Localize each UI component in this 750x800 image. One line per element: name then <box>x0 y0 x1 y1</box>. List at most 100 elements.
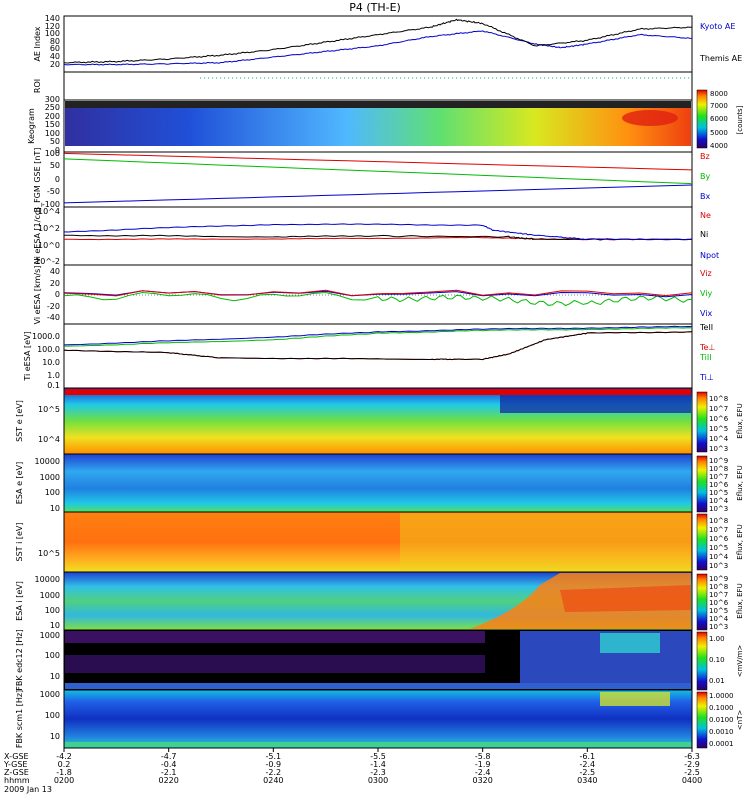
velocity-panel: Vi eESA [km/s] 40 20 0 -20 -40 Viz Viy V… <box>33 264 713 325</box>
velocity-ylabel: Vi eESA [km/s] <box>33 266 42 325</box>
time-axis-value: -2.3 <box>370 768 386 777</box>
bfgm-ytick: -50 <box>47 187 60 196</box>
sst-e-ylabel: SST e [eV] <box>15 400 24 442</box>
time-axis-value: -5.8 <box>475 752 491 761</box>
esa-i-panel: ESA i [eV] 10000 1000 100 10 10^9 10^8 1… <box>15 571 744 631</box>
esa-i-cbar-tick: 10^6 <box>709 599 729 607</box>
esa-i-ylabel: ESA i [eV] <box>15 581 24 621</box>
time-axis-value: -2.4 <box>580 760 596 769</box>
legend-npot: Npot <box>700 251 719 260</box>
keogram-cbar-tick: 8000 <box>710 90 728 98</box>
temperature-panel: Ti eESA [eV] 1000.0 100.0 10.0 1.0 0.1 T… <box>23 323 715 390</box>
legend-kyoto-ae: Kyoto AE <box>700 22 735 31</box>
fbk-b-ytick: 1000 <box>40 690 60 699</box>
density-ytick: 10^-2 <box>35 257 60 266</box>
legend-themis-ae: Themis AE <box>699 54 742 63</box>
sst-e-cbar-tick: 10^5 <box>709 425 728 433</box>
keogram-bottom-band <box>65 146 691 151</box>
keogram-cbar-tick: 7000 <box>710 102 728 110</box>
velocity-viy-line <box>63 291 693 307</box>
roi-panel: ROI <box>33 71 693 101</box>
fbk-b-cbar-tick: 0.0001 <box>709 740 734 748</box>
keogram-ytick: 0 <box>55 146 60 155</box>
sst-e-cbar-tick: 10^8 <box>709 395 728 403</box>
fbk-b-cbar-tick: 0.0100 <box>709 716 734 724</box>
sst-i-cbar-tick: 10^5 <box>709 544 728 552</box>
fbk-b-cbar-label: <nT> <box>736 710 744 731</box>
temperature-ytick: 0.1 <box>47 381 60 390</box>
esa-i-cbar-tick: 10^4 <box>709 615 729 623</box>
roi-frame <box>63 71 693 101</box>
ae-ytick: 80 <box>50 37 60 46</box>
esa-e-cbar-tick: 10^6 <box>709 481 729 489</box>
time-axis-value: -2.5 <box>684 768 700 777</box>
time-axis-value: -2.2 <box>266 768 282 777</box>
keogram-panel: Keogram 0 50 100 150 200 250 300 4000 50… <box>27 89 744 155</box>
time-axis-value: 0240 <box>263 776 283 785</box>
time-axis-value: 0400 <box>682 776 702 785</box>
fbk-b-ylabel: FBK scm1 [Hz] <box>15 690 24 748</box>
fbk-e-purple-band <box>65 631 485 643</box>
ae-ytick: 20 <box>50 60 60 69</box>
keogram-ytick: 150 <box>45 120 60 129</box>
sst-i-ylabel: SST i [eV] <box>15 523 24 562</box>
bfgm-by-line <box>63 158 693 185</box>
time-axis-value: 0300 <box>368 776 388 785</box>
time-axis-value: -0.4 <box>161 760 177 769</box>
fbk-e-cbar-tick: 0.10 <box>709 656 725 664</box>
time-axis-value: -5.1 <box>266 752 282 761</box>
sst-e-top-band <box>65 389 691 395</box>
sst-e-cbar-label: Eflux, EFU <box>736 403 744 438</box>
ae-ytick: 140 <box>45 14 60 23</box>
legend-bx: Bx <box>700 192 710 201</box>
fbk-b-panel: FBK scm1 [Hz] 1000 100 10 1.0000 0.1000 … <box>15 689 744 749</box>
axis-row-label: Z-GSE <box>4 768 29 777</box>
axis-date: 2009 Jan 13 <box>4 785 52 794</box>
temperature-ytick: 1000.0 <box>32 332 60 341</box>
fbk-b-yellow-region <box>600 692 670 706</box>
time-axis-value: -2.9 <box>684 760 700 769</box>
density-ytick: 10^4 <box>38 207 60 216</box>
sst-i-cbar-tick: 10^4 <box>709 553 729 561</box>
fbk-e-blue-band <box>65 683 691 689</box>
temperature-tipar-line <box>63 327 693 347</box>
legend-teperp: Te⊥ <box>699 343 715 352</box>
keogram-top-band <box>65 101 691 108</box>
bfgm-ytick: 100 <box>45 149 60 158</box>
legend-bz: Bz <box>700 152 710 161</box>
velocity-viz-line <box>63 289 693 297</box>
density-ytick: 10^0 <box>38 241 60 250</box>
sst-i-heatmap <box>63 511 693 573</box>
sst-i-panel: SST i [eV] 10^5 10^8 10^7 10^6 10^5 10^4… <box>15 511 744 573</box>
density-ylabel: Ni eESA [1/cc] <box>33 208 42 265</box>
sst-i-cbar-label: Eflux, EFU <box>736 524 744 559</box>
legend-tiperp: Ti⊥ <box>699 373 714 382</box>
fbk-b-colorbar <box>696 691 708 749</box>
time-axis-value: -2.4 <box>475 768 491 777</box>
fbk-b-heatmap <box>63 689 693 749</box>
axis-row-label: hhmm <box>4 776 30 785</box>
time-axis-value: -6.3 <box>684 752 700 761</box>
time-axis-value: -2.5 <box>580 768 596 777</box>
bfgm-panel: B_FGM GSE [nT] -100 -50 0 50 100 Bz By B… <box>33 148 710 213</box>
bfgm-ylabel: B_FGM GSE [nT] <box>33 148 42 213</box>
sst-e-cbar-tick: 10^6 <box>709 415 729 423</box>
fbk-e-cbar-tick: 0.01 <box>709 677 725 685</box>
fbk-e-ytick: 1000 <box>40 631 60 640</box>
esa-e-ytick: 1000 <box>40 473 60 482</box>
keogram-colorbar <box>696 89 708 149</box>
sst-i-ytick: 10^5 <box>38 549 60 558</box>
ae-themis-line <box>63 18 693 64</box>
esa-e-colorbar <box>696 455 708 513</box>
ae-ylabel: AE Index <box>33 26 42 61</box>
legend-by: By <box>700 172 710 181</box>
temperature-ytick: 10.0 <box>42 358 60 367</box>
time-axis-value: 0200 <box>54 776 74 785</box>
density-ni-line <box>63 234 693 241</box>
esa-i-ytick: 10 <box>50 621 60 630</box>
esa-e-heatmap <box>63 453 693 513</box>
sst-i-yellow-region <box>400 513 691 571</box>
density-ytick: 10^2 <box>38 224 60 233</box>
keogram-ytick: 250 <box>45 103 60 112</box>
